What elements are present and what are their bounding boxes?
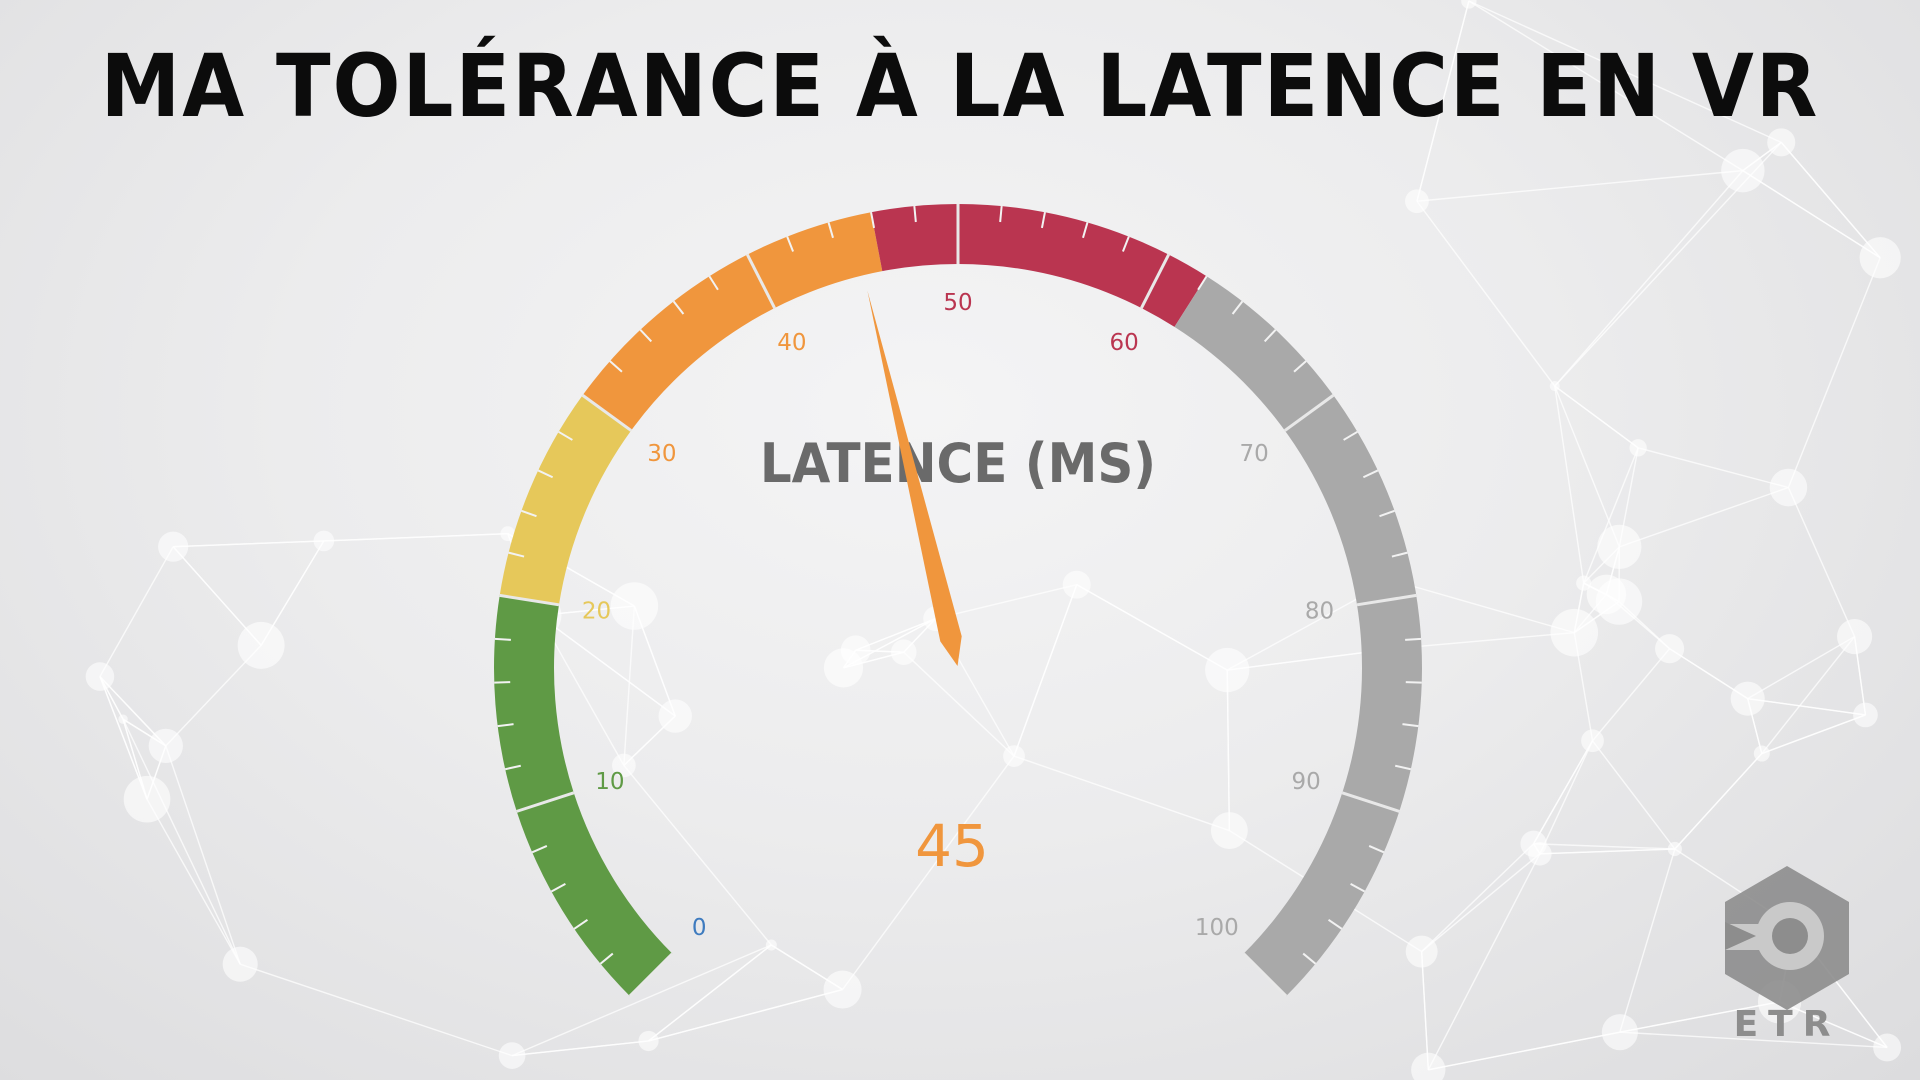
- logo-text: ETR: [1734, 1004, 1841, 1044]
- tick-label: 30: [647, 441, 676, 467]
- minor-tick: [531, 845, 548, 854]
- minor-tick: [1231, 300, 1244, 315]
- minor-tick: [494, 637, 511, 641]
- tick-label: 40: [777, 330, 806, 356]
- gauge-band-1: [499, 395, 632, 605]
- gauge-band-2: [582, 212, 883, 431]
- gauge-band-4: [1174, 276, 1422, 997]
- minor-tick: [537, 469, 554, 479]
- minor-tick: [1394, 764, 1412, 771]
- tick-label: 60: [1110, 330, 1139, 356]
- minor-tick: [1302, 952, 1317, 965]
- major-tick: [628, 952, 674, 998]
- major-tick: [1283, 394, 1335, 432]
- minor-tick: [573, 918, 589, 930]
- minor-tick: [1263, 329, 1277, 343]
- tick-label: 50: [943, 290, 972, 316]
- minor-tick: [827, 222, 834, 239]
- gauge-needle: [867, 290, 962, 667]
- gauge-value: 45: [915, 812, 989, 880]
- major-tick: [581, 394, 633, 432]
- minor-tick: [599, 952, 614, 965]
- tick-label: 10: [595, 769, 624, 795]
- gauge-ticks: [494, 204, 1422, 998]
- minor-tick: [1350, 882, 1366, 893]
- tick-label: 90: [1291, 769, 1320, 795]
- minor-tick: [913, 205, 917, 223]
- minor-tick: [1082, 222, 1089, 239]
- gauge-band-0: [494, 595, 673, 997]
- minor-tick: [504, 764, 522, 771]
- minor-tick: [1362, 469, 1379, 479]
- minor-tick: [1293, 360, 1307, 373]
- minor-tick: [786, 236, 795, 252]
- minor-tick: [1327, 918, 1343, 930]
- major-tick: [1140, 253, 1170, 309]
- minor-tick: [1405, 681, 1422, 684]
- page-title: MA TOLÉRANCE À LA LATENCE EN VR: [100, 36, 1820, 137]
- tick-label: 70: [1239, 441, 1268, 467]
- minor-tick: [672, 300, 685, 315]
- minor-tick: [521, 509, 537, 518]
- minor-tick: [999, 205, 1003, 223]
- tick-label: 0: [692, 915, 707, 941]
- gauge-band-3: [871, 204, 1207, 327]
- minor-tick: [1368, 845, 1385, 854]
- minor-tick: [639, 329, 653, 343]
- minor-tick: [1040, 212, 1046, 229]
- minor-tick: [1379, 509, 1395, 518]
- minor-tick: [1402, 723, 1419, 728]
- major-tick: [1341, 791, 1400, 813]
- minor-tick: [558, 430, 573, 441]
- major-tick: [516, 791, 575, 813]
- minor-tick: [550, 882, 566, 893]
- tick-label: 20: [582, 599, 611, 625]
- minor-tick: [870, 212, 876, 229]
- gauge-bands: [494, 204, 1422, 997]
- tick-label: 100: [1195, 915, 1239, 941]
- tick-label: 80: [1305, 599, 1334, 625]
- minor-tick: [708, 275, 719, 291]
- gauge-label: LATENCE (MS): [760, 433, 1156, 495]
- minor-tick: [1405, 637, 1422, 641]
- etr-logo: ETR: [1725, 866, 1849, 1044]
- gauge-tick-labels: 0 10 20 30 40 50 60 70 80 90 100: [582, 290, 1334, 941]
- minor-tick: [1391, 551, 1408, 558]
- minor-tick: [609, 360, 623, 373]
- major-tick: [1356, 593, 1417, 607]
- minor-tick: [497, 723, 514, 728]
- major-tick: [746, 253, 776, 309]
- minor-tick: [1121, 236, 1130, 252]
- minor-tick: [494, 681, 511, 684]
- minor-tick: [1343, 430, 1358, 441]
- minor-tick: [1197, 275, 1208, 291]
- major-tick: [499, 593, 560, 607]
- minor-tick: [508, 551, 525, 558]
- major-tick: [1242, 952, 1288, 998]
